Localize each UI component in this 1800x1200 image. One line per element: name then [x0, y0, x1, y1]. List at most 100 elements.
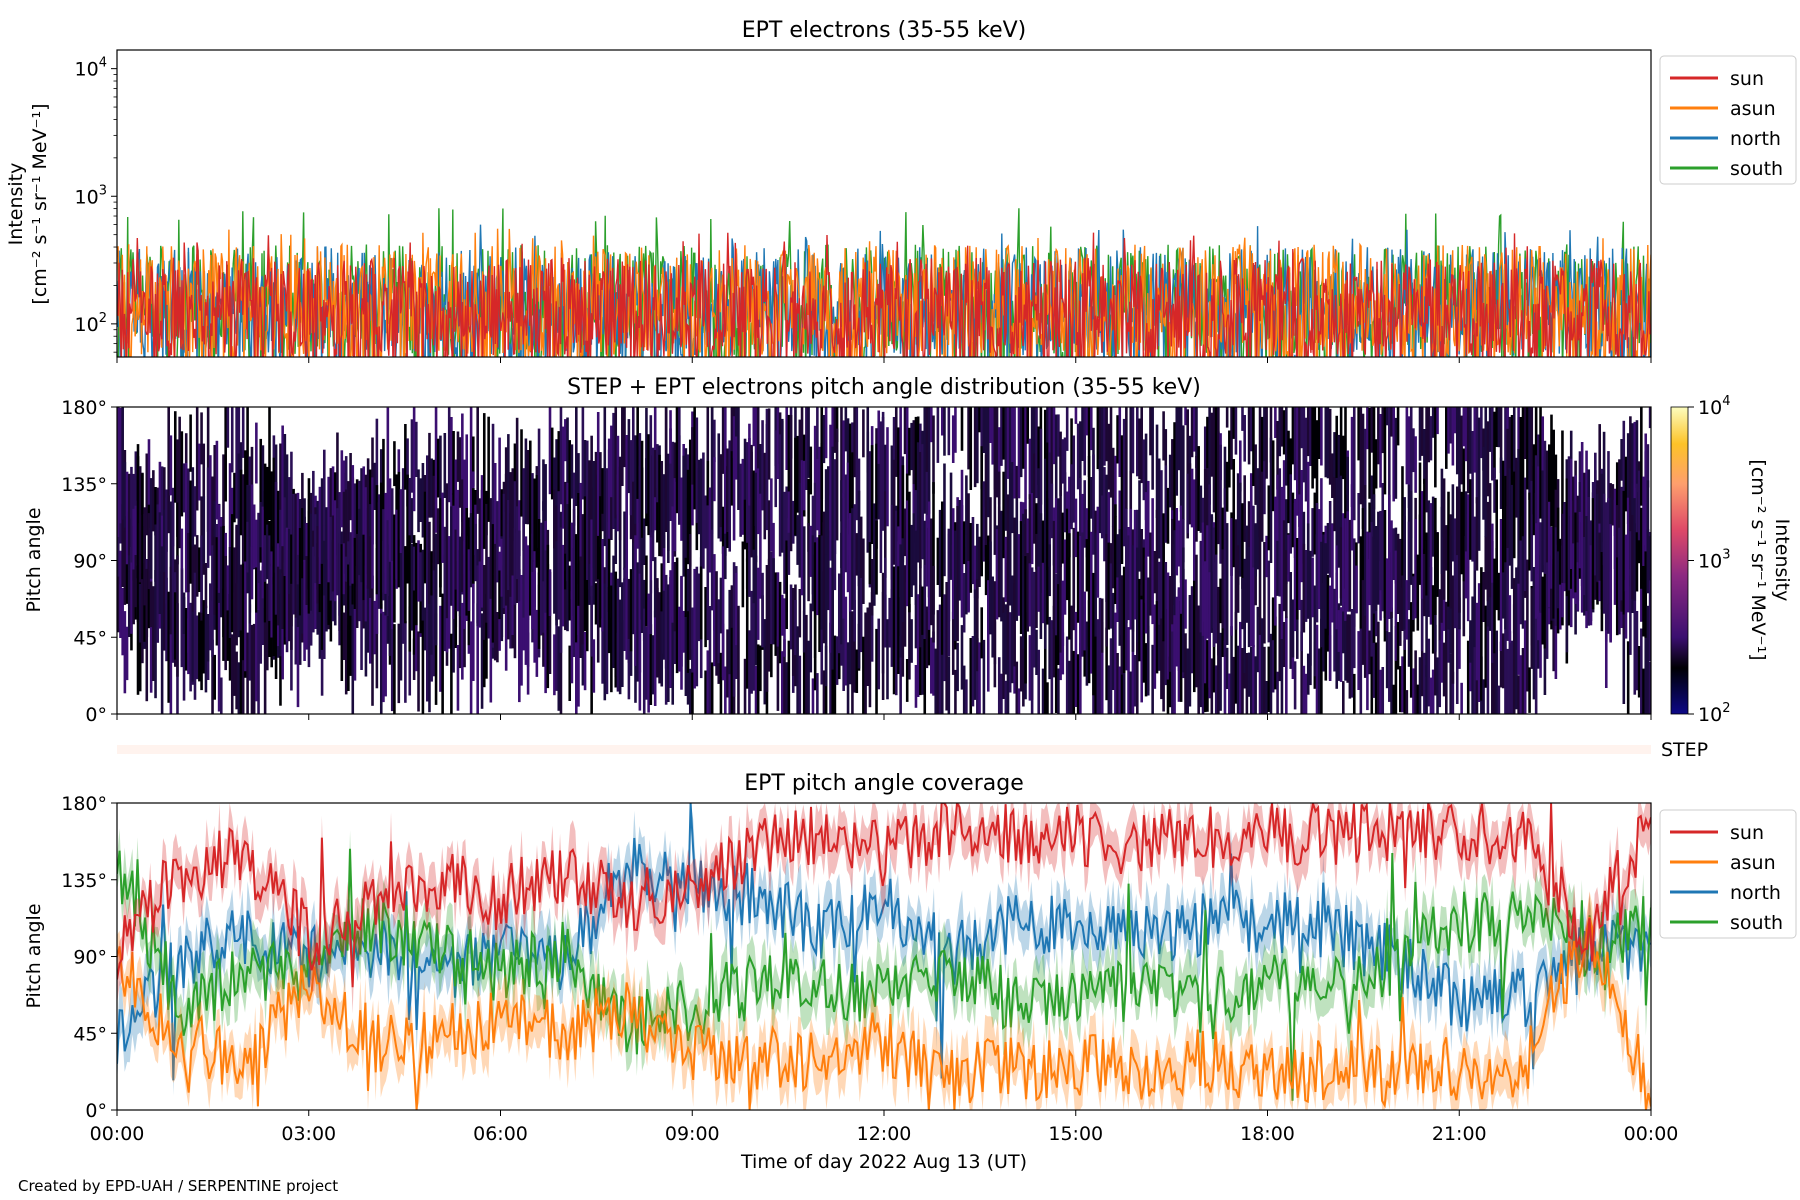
heatmap-cell [1363, 499, 1367, 616]
heatmap-cell [1061, 512, 1065, 564]
heatmap-cell [813, 482, 817, 570]
heatmap-cell [1466, 640, 1470, 714]
heatmap-cell [910, 619, 913, 663]
heatmap-cell [1392, 407, 1395, 502]
heatmap-cell [1225, 523, 1229, 645]
heatmap-cell [1580, 541, 1584, 613]
heatmap-cell [1602, 542, 1606, 614]
heatmap-cell [535, 609, 539, 677]
heatmap-cell [1138, 578, 1141, 662]
heatmap-cell [1583, 537, 1586, 596]
heatmap-cell [973, 589, 977, 640]
heatmap-cell [149, 581, 153, 628]
heatmap-cell [767, 408, 771, 480]
heatmap-cell [770, 478, 773, 552]
heatmap-cell [1166, 487, 1170, 544]
heatmap-cell [1366, 531, 1369, 645]
heatmap-cell [1488, 483, 1492, 598]
heatmap-cell [967, 561, 970, 613]
heatmap-cell [213, 654, 217, 700]
heatmap-cell [463, 459, 466, 575]
heatmap-cell [1232, 656, 1236, 714]
heatmap-cell [831, 539, 834, 670]
heatmap-cell [1197, 605, 1200, 680]
heatmap-cell [561, 426, 565, 529]
heatmap-cell [528, 497, 532, 616]
heatmap-cell [1059, 447, 1062, 568]
heatmap-cell [430, 551, 433, 596]
heatmap-cell [542, 501, 545, 582]
heatmap-cell [390, 510, 394, 630]
heatmap-cell [491, 423, 495, 559]
heatmap-cell [1120, 435, 1124, 564]
heatmap-cell [1271, 599, 1275, 693]
heatmap-cell [748, 438, 751, 504]
heatmap-cell [1519, 446, 1523, 541]
heatmap-cell [1306, 523, 1310, 619]
heatmap-cell [1022, 513, 1025, 649]
heatmap-cell [520, 601, 523, 686]
heatmap-cell [721, 407, 725, 474]
heatmap-cell [548, 571, 552, 674]
heatmap-cell [868, 542, 872, 585]
heatmap-cell [1499, 407, 1503, 474]
heatmap-cell [772, 522, 775, 580]
heatmap-cell [1057, 498, 1060, 635]
heatmap-cell [789, 584, 793, 650]
heatmap-cell [1041, 520, 1045, 593]
heatmap-cell [1114, 455, 1117, 517]
heatmap-cell [1620, 486, 1623, 601]
heatmap-cell [1223, 558, 1227, 657]
heatmap-cell [991, 576, 994, 658]
heatmap-cell [134, 451, 138, 506]
heatmap-cell [1622, 590, 1626, 704]
heatmap-cell [195, 535, 199, 597]
heatmap-cell [138, 584, 142, 643]
heatmap-cell [1534, 616, 1538, 714]
heatmap-cell [965, 534, 968, 615]
heatmap-cell [1633, 564, 1637, 695]
heatmap-cell [1497, 685, 1501, 714]
heatmap-cell [866, 607, 870, 686]
heatmap-cell [1359, 407, 1363, 505]
heatmap-cell [340, 544, 344, 615]
heatmap-cell [202, 600, 206, 674]
heatmap-cell [1576, 562, 1580, 611]
heatmap-cell [829, 424, 832, 531]
heatmap-cell [713, 554, 716, 631]
heatmap-cell [382, 509, 385, 593]
heatmap-cell [1295, 607, 1299, 659]
heatmap-cell [246, 407, 249, 491]
heatmap-cell [211, 545, 214, 657]
heatmap-cell [776, 572, 780, 647]
heatmap-cell [1644, 545, 1648, 638]
panel2-title: STEP + EPT electrons pitch angle distrib… [567, 375, 1201, 400]
heatmap-cell [973, 545, 977, 599]
heatmap-cell [667, 453, 670, 563]
heatmap-cell [776, 407, 780, 479]
heatmap-cell [417, 631, 420, 712]
heatmap-cell [1425, 407, 1428, 513]
heatmap-cell [439, 524, 442, 588]
heatmap-cell [1087, 520, 1091, 647]
heatmap-cell [901, 570, 905, 677]
heatmap-cell [1063, 539, 1067, 615]
heatmap-cell [706, 407, 710, 500]
heatmap-cell [645, 407, 648, 514]
heatmap-cell [1537, 617, 1540, 669]
heatmap-cell [1289, 438, 1292, 490]
heatmap-cell [1370, 407, 1374, 453]
heatmap-cell [829, 567, 832, 653]
heatmap-cell [1210, 412, 1214, 477]
heatmap-cell [533, 478, 536, 562]
heatmap-cell [688, 668, 692, 714]
heatmap-cell [1089, 594, 1093, 674]
heatmap-cell [875, 443, 878, 519]
heatmap-cell [160, 546, 164, 614]
heatmap-cell [478, 518, 482, 628]
heatmap-cell [1519, 655, 1523, 714]
heatmap-cell [1390, 407, 1393, 437]
heatmap-cell [1640, 507, 1643, 589]
heatmap-cell [121, 504, 124, 587]
